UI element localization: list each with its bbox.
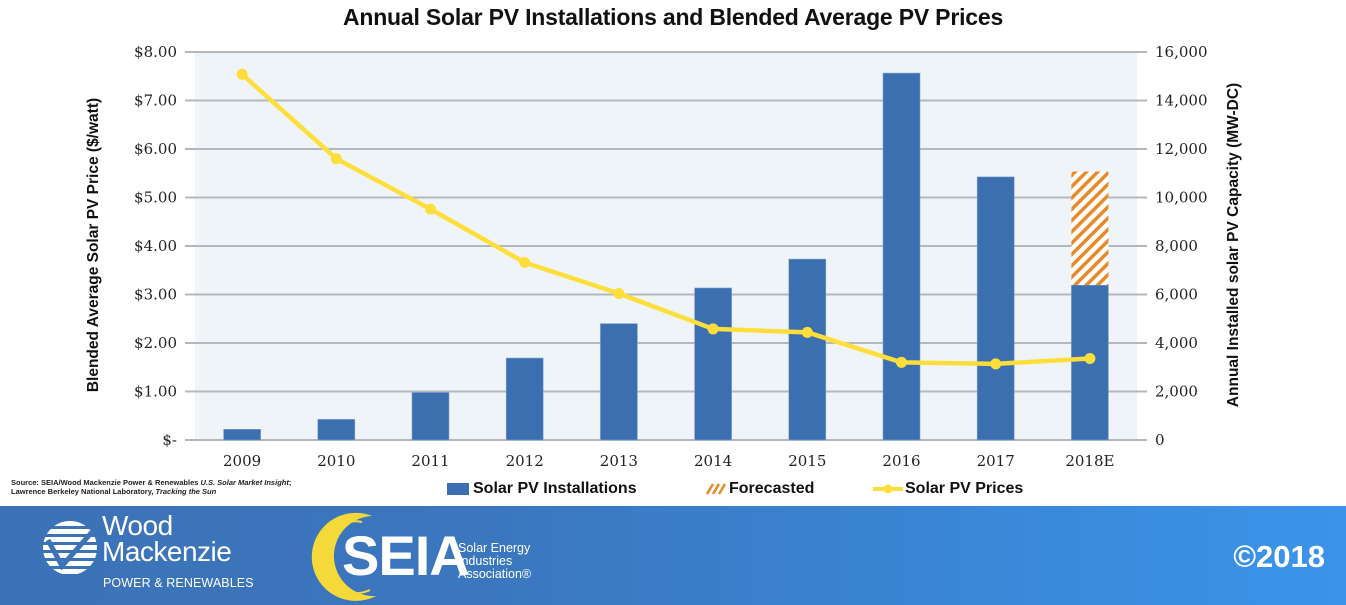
x-tick-label: 2016 <box>882 452 920 470</box>
right-axis-ticks: 0 2,000 4,000 6,000 8,000 10,000 12,000 14,000 1… <box>1155 43 1208 449</box>
bar-installations-2012 <box>505 357 544 441</box>
source-title-1: U.S. Solar Market Insight <box>200 478 289 487</box>
copyright-notice: ©2018 <box>1233 539 1325 574</box>
right-tick-label: 12,000 <box>1155 140 1208 158</box>
bar-installations-2015 <box>788 258 827 441</box>
chart-title: Annual Solar PV Installations and Blende… <box>342 4 1004 30</box>
legend-swatch-prices <box>873 484 903 494</box>
price-point-2018E <box>1084 353 1096 365</box>
x-tick-label: 2010 <box>317 452 355 470</box>
right-tick-label: 16,000 <box>1155 43 1208 61</box>
bar-installations-2010 <box>317 419 356 441</box>
right-tick-label: 8,000 <box>1155 237 1198 255</box>
x-tick-label: 2013 <box>600 452 638 470</box>
left-tick-label: $2.00 <box>134 334 177 352</box>
left-axis-ticks: $- $1.00 $2.00 $3.00 $4.00 $5.00 $6.00 $7.00 $8.… <box>134 43 177 449</box>
bar-installations-2013 <box>600 323 638 441</box>
footer-banner: Wood Mackenzie POWER & RENEWABLES SEIA S… <box>0 506 1346 605</box>
left-tick-label: $6.00 <box>134 140 177 158</box>
x-tick-label: 2015 <box>788 452 826 470</box>
price-line <box>236 68 1096 370</box>
source-note: Source: SEIA/Wood Mackenzie Power & Rene… <box>11 478 291 496</box>
right-tick-label: 10,000 <box>1155 189 1208 207</box>
seia-sub-line-3: Association® <box>458 567 532 581</box>
wood-mackenzie-emblem-icon <box>43 521 97 574</box>
price-point-2017 <box>990 358 1002 370</box>
right-tick-label: 14,000 <box>1155 92 1208 110</box>
chart-canvas: $- $1.00 $2.00 $3.00 $4.00 $5.00 $6.00 $7.00 $8.… <box>85 43 1242 470</box>
wood-mackenzie-subtitle: POWER & RENEWABLES <box>103 576 254 590</box>
wm-name-line-1: Wood <box>102 510 173 541</box>
right-tick-label: 0 <box>1155 431 1165 449</box>
bar-installations-2009 <box>223 429 261 441</box>
seia-logo: SEIA Solar Energy Industries Association… <box>300 510 540 602</box>
x-axis-ticks: 2009 2010 2011 2012 2013 2014 2015 2016 2017 2018… <box>223 452 1114 470</box>
x-tick-label: 2011 <box>411 452 449 470</box>
left-tick-label: $1.00 <box>134 383 177 401</box>
left-tick-label: $3.00 <box>134 286 177 304</box>
bar-installations-2014 <box>694 287 732 441</box>
bars <box>223 72 1109 441</box>
left-tick-label: $5.00 <box>134 189 177 207</box>
price-point-2016 <box>896 356 907 368</box>
right-tick-label: 4,000 <box>1155 334 1198 352</box>
bar-installations-2016 <box>882 72 921 441</box>
right-tick-label: 2,000 <box>1155 383 1198 401</box>
legend-label-forecasted: Forecasted <box>729 480 815 497</box>
legend-item-installations: Solar PV Installations <box>447 480 637 498</box>
right-axis-title: Annual Installed solar PV Capacity (MW-D… <box>1225 83 1242 407</box>
legend-label-prices: Solar PV Prices <box>905 480 1024 497</box>
source-separator: ; <box>288 478 292 487</box>
left-tick-label: $8.00 <box>134 43 177 61</box>
x-tick-label: 2014 <box>694 452 732 470</box>
left-axis-title: Blended Average Solar PV Price ($/watt) <box>85 98 102 392</box>
price-point-2013 <box>613 288 625 300</box>
x-tick-label: 2017 <box>977 452 1015 470</box>
x-tick-label: 2012 <box>506 452 544 470</box>
price-point-2012 <box>519 256 531 268</box>
x-tick-label: 2009 <box>223 452 261 470</box>
x-tick-label: 2018E <box>1065 452 1114 470</box>
wood-mackenzie-name: Wood Mackenzie <box>102 510 232 567</box>
seia-sub-line-1: Solar Energy <box>458 541 531 555</box>
source-text-2: Lawrence Berkeley National Laboratory, <box>11 487 156 496</box>
legend-label-installations: Solar PV Installations <box>473 480 637 497</box>
price-point-2015 <box>801 326 813 338</box>
seia-subtitle: Solar Energy Industries Association® <box>458 542 531 581</box>
legend-swatch-installations <box>447 483 469 495</box>
source-title-2: Tracking the Sun <box>155 487 217 496</box>
price-point-2014 <box>707 323 719 335</box>
source-text: Source: SEIA/Wood Mackenzie Power & Rene… <box>11 478 201 487</box>
left-tick-label: $- <box>162 431 177 449</box>
left-tick-label: $7.00 <box>134 92 177 110</box>
bar-installations-2017 <box>976 176 1015 441</box>
right-tick-label: 6,000 <box>1155 286 1198 304</box>
left-tick-label: $4.00 <box>134 237 177 255</box>
price-point-2009 <box>236 68 248 80</box>
legend-item-forecasted: Forecasted <box>704 480 814 498</box>
price-point-2010 <box>330 153 342 165</box>
wood-mackenzie-logo: Wood Mackenzie POWER & RENEWABLES <box>40 510 260 596</box>
seia-sun-swoosh-icon <box>311 512 376 601</box>
wm-name-line-2: Mackenzie <box>102 536 232 567</box>
seia-wordmark: SEIA <box>342 524 470 587</box>
legend-swatch-forecasted <box>705 483 726 495</box>
bar-installations-2011 <box>411 392 450 441</box>
price-point-2011 <box>425 203 436 215</box>
legend-item-prices: Solar PV Prices <box>873 480 1023 498</box>
seia-sub-line-2: Industries <box>458 554 513 568</box>
bar-forecasted-2018E <box>1071 171 1109 286</box>
price-line-path <box>240 72 1091 367</box>
